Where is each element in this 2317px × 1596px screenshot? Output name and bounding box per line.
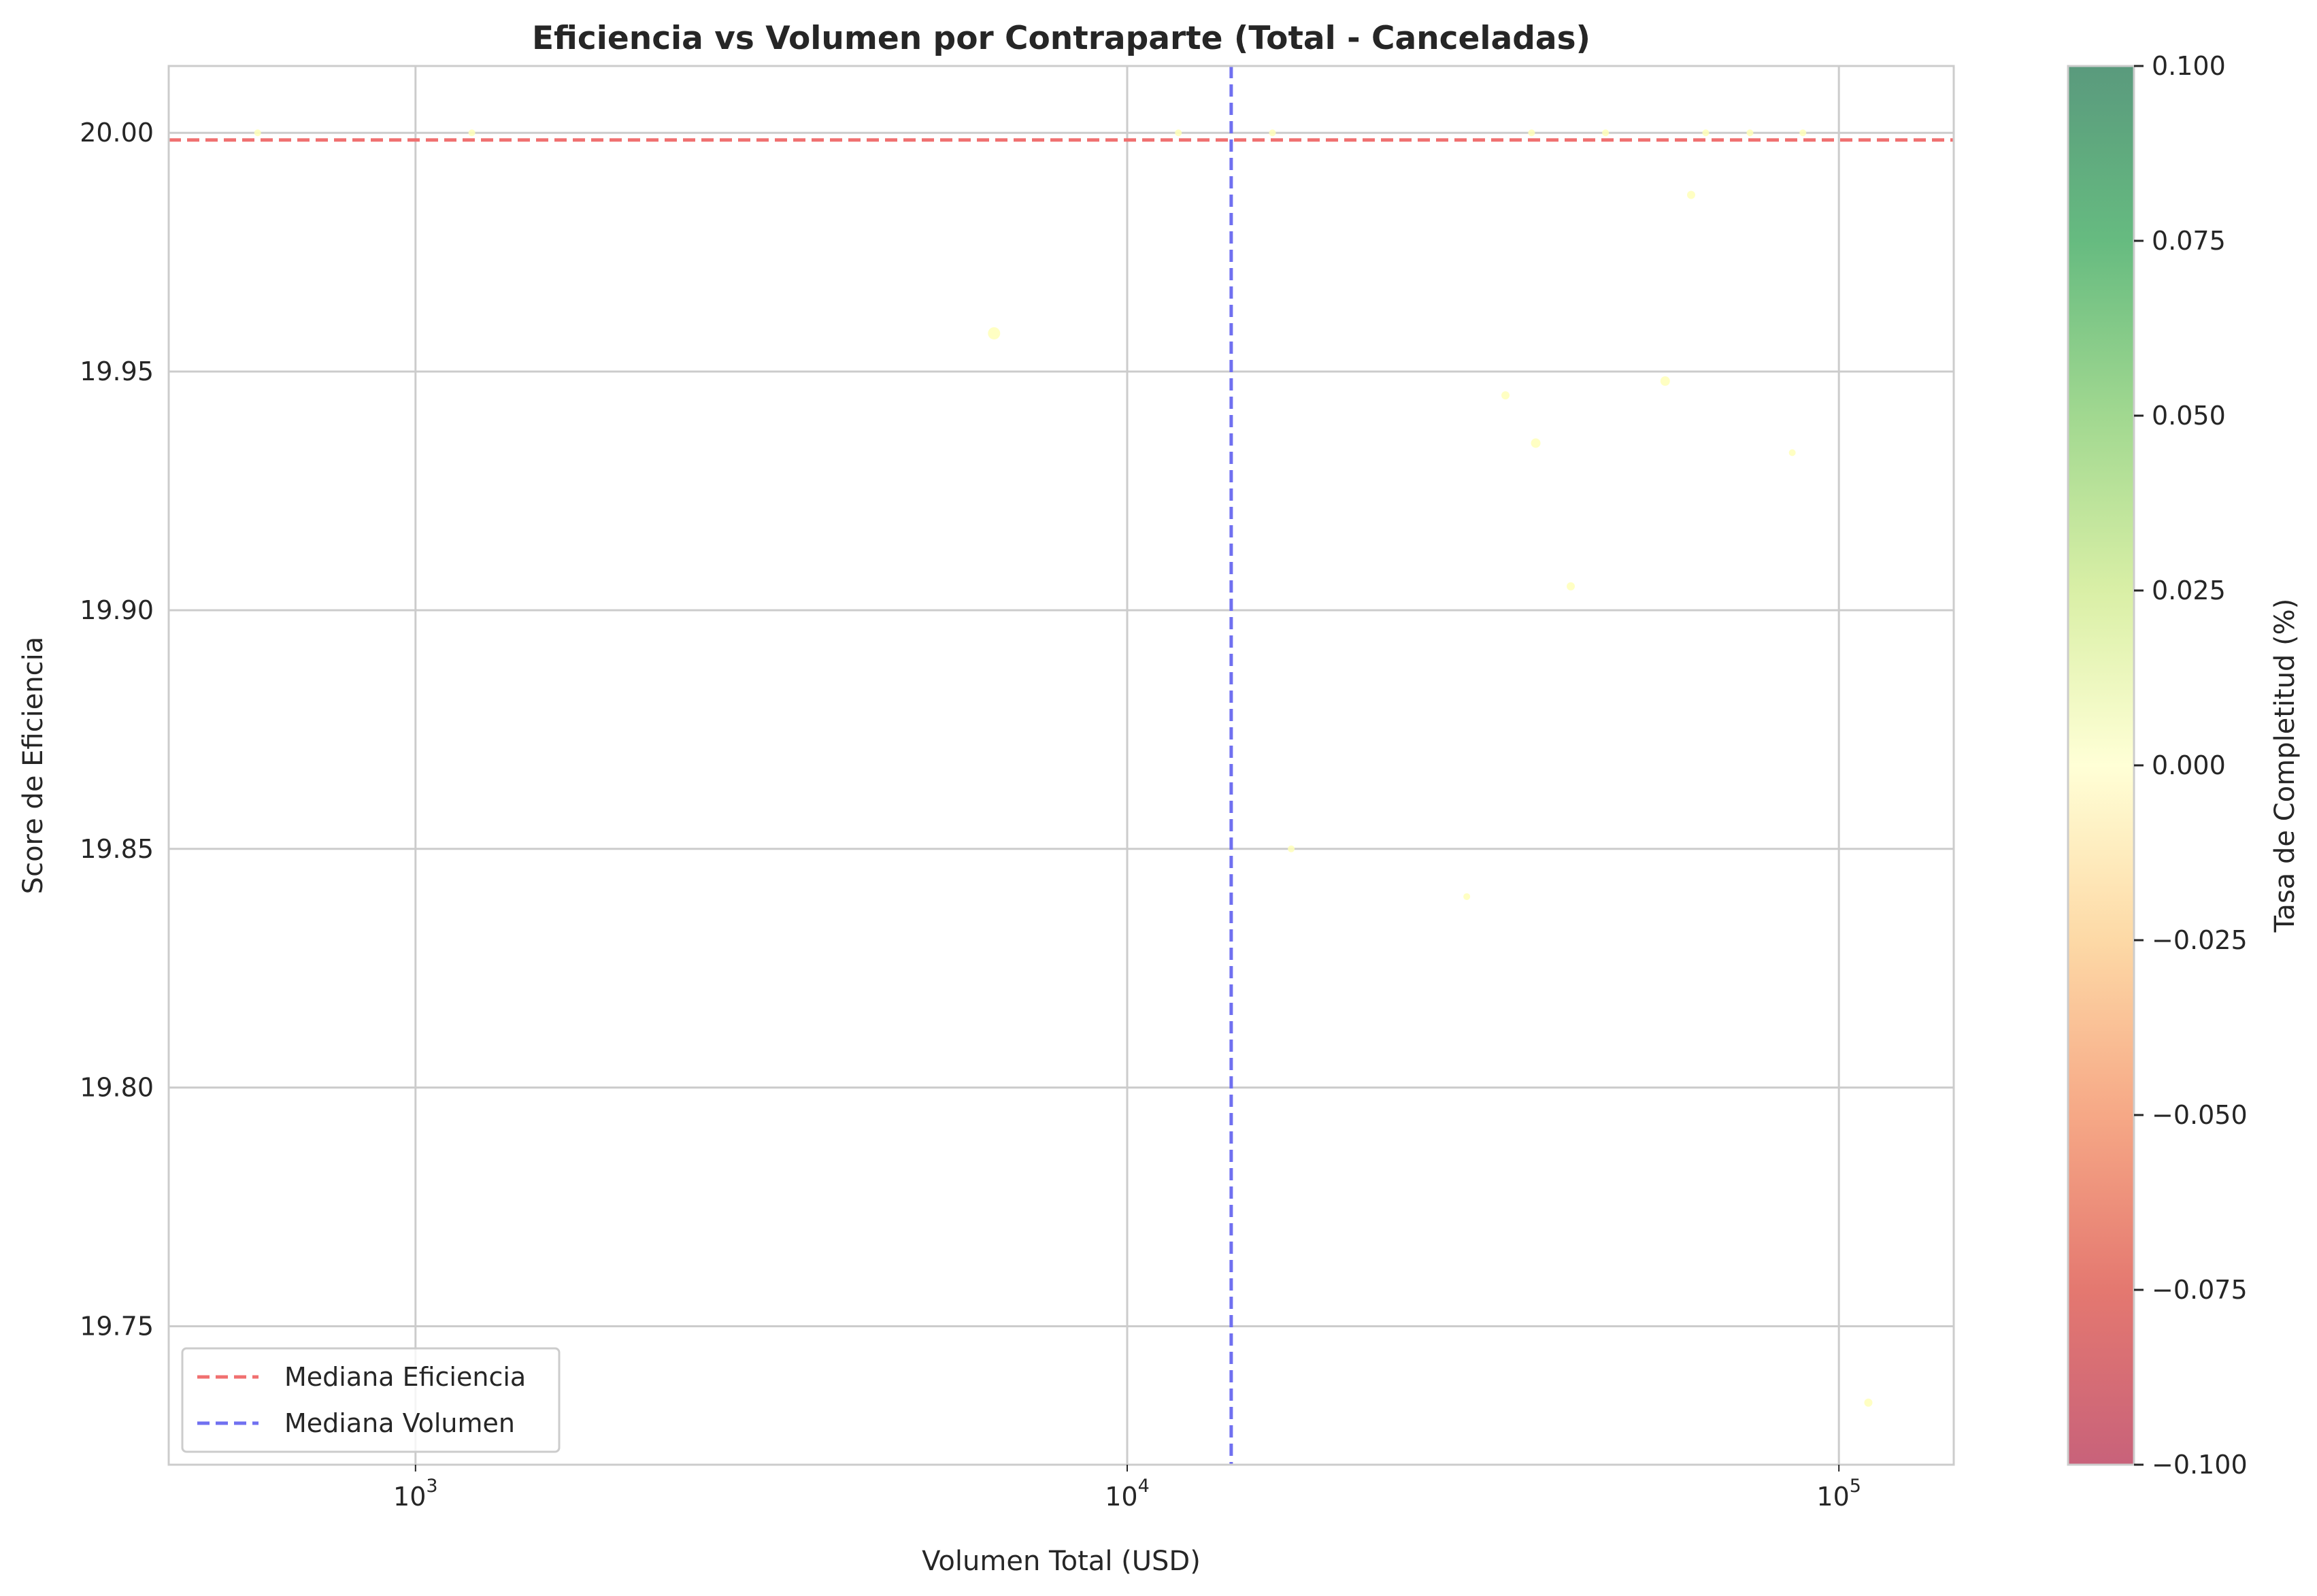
colorbar-gradient	[2067, 65, 2135, 1466]
colorbar: 0.100 0.075 0.050 0.025 0.000 −0.025 −0.050 −0.…	[2067, 51, 2301, 1480]
colorbar-tick-label-7: −0.075	[2152, 1275, 2248, 1305]
colorbar-ticks: 0.100 0.075 0.050 0.025 0.000 −0.025 −0.050 −0.…	[2134, 51, 2248, 1480]
data-point-18	[1864, 1398, 1873, 1407]
data-point-1	[468, 129, 476, 137]
chart-title: Eficiencia vs Volumen por Contraparte (T…	[532, 20, 1590, 57]
data-point-7	[1501, 391, 1510, 400]
y-tick-label-5: 20.00	[80, 118, 154, 148]
data-point-16	[1788, 449, 1796, 456]
y-tick-label-0: 19.75	[80, 1312, 154, 1342]
x-axis-label: Volumen Total (USD)	[922, 1546, 1201, 1577]
y-tick-label-2: 19.85	[80, 834, 154, 864]
data-point-8	[1528, 129, 1535, 137]
legend-label-mediana-eficiencia: Mediana Eficiencia	[284, 1362, 526, 1392]
colorbar-tick-label-6: −0.050	[2152, 1100, 2248, 1130]
y-axis-label: Score de Eficiencia	[18, 637, 49, 895]
x-tick-label-0: 103	[393, 1476, 438, 1512]
y-tick-label-1: 19.80	[80, 1073, 154, 1103]
legend-label-mediana-volumen: Mediana Volumen	[284, 1408, 515, 1438]
colorbar-tick-label-1: 0.075	[2152, 226, 2226, 256]
colorbar-tick-label-8: −0.100	[2152, 1450, 2248, 1480]
x-axis-ticks: 103 104 105	[393, 1465, 1861, 1512]
data-point-2	[988, 327, 1001, 339]
x-tick-label-1: 104	[1105, 1476, 1150, 1512]
colorbar-tick-label-2: 0.050	[2152, 401, 2226, 431]
data-point-10	[1567, 582, 1576, 591]
x-tick-label-2: 105	[1816, 1476, 1861, 1512]
data-point-13	[1686, 190, 1695, 199]
data-point-4	[1269, 129, 1276, 137]
data-point-5	[1288, 845, 1295, 852]
data-point-15	[1746, 129, 1754, 137]
y-axis-ticks: 19.75 19.80 19.85 19.90 19.95 20.00	[80, 118, 154, 1341]
data-point-14	[1702, 129, 1710, 137]
colorbar-tick-label-4: 0.000	[2152, 750, 2226, 780]
data-point-9	[1531, 438, 1541, 448]
data-point-17	[1799, 129, 1807, 137]
grid	[169, 66, 1954, 1465]
colorbar-label: Tasa de Completitud (%)	[2269, 599, 2301, 933]
data-point-6	[1463, 893, 1471, 900]
reference-lines	[169, 66, 1954, 1465]
colorbar-tick-label-0: 0.100	[2152, 51, 2226, 81]
data-point-11	[1602, 129, 1610, 137]
plot-frame	[167, 65, 1955, 1466]
legend: Mediana Eficiencia Mediana Volumen	[181, 1347, 561, 1453]
y-tick-label-3: 19.90	[80, 595, 154, 625]
data-point-12	[1660, 376, 1670, 386]
data-point-3	[1175, 129, 1182, 137]
data-points	[254, 129, 1873, 1407]
colorbar-tick-label-3: 0.025	[2152, 576, 2226, 605]
colorbar-tick-label-5: −0.025	[2152, 925, 2248, 955]
data-point-0	[254, 129, 261, 137]
legend-box	[181, 1347, 561, 1453]
y-tick-label-4: 19.95	[80, 356, 154, 386]
